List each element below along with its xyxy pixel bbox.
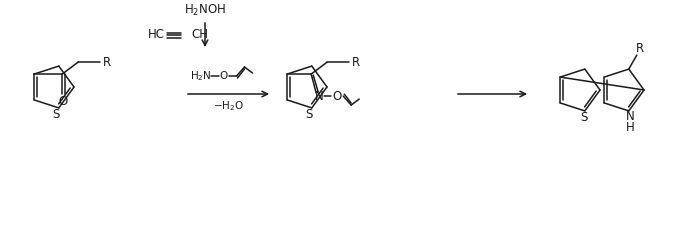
Text: N: N bbox=[626, 110, 634, 123]
Text: CH: CH bbox=[191, 29, 208, 41]
Text: H: H bbox=[626, 121, 634, 134]
Text: R: R bbox=[352, 56, 360, 68]
Text: N: N bbox=[315, 90, 324, 103]
Text: O: O bbox=[219, 71, 228, 81]
Text: H$_2$N: H$_2$N bbox=[189, 69, 211, 83]
Text: S: S bbox=[580, 111, 587, 124]
Text: HC: HC bbox=[148, 29, 165, 41]
Text: R: R bbox=[103, 56, 111, 68]
Text: S: S bbox=[52, 108, 59, 121]
Text: S: S bbox=[305, 108, 312, 121]
Text: $-$H$_2$O: $-$H$_2$O bbox=[213, 99, 244, 113]
Text: O: O bbox=[333, 90, 342, 103]
Text: H$_2$NOH: H$_2$NOH bbox=[184, 2, 226, 18]
Text: R: R bbox=[635, 42, 644, 55]
Text: O: O bbox=[59, 95, 68, 107]
